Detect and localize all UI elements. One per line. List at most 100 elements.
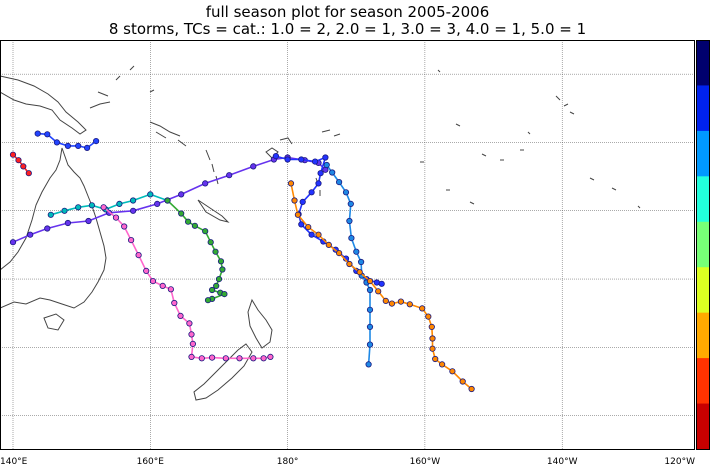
storm-track-point bbox=[207, 239, 214, 246]
storm-track-point bbox=[335, 179, 343, 186]
storm-track-line bbox=[275, 155, 382, 285]
storm-track-point bbox=[84, 144, 91, 151]
storm-track-point bbox=[61, 207, 68, 214]
storm-track-point bbox=[171, 299, 178, 307]
storm-track-point bbox=[308, 231, 315, 238]
storm-track-point bbox=[178, 210, 185, 217]
storm-track-point bbox=[202, 180, 209, 187]
storm-track-point bbox=[428, 323, 435, 330]
x-tick-label: 160°W bbox=[410, 457, 441, 467]
colorbar-segment bbox=[696, 40, 710, 86]
storm-track-point bbox=[159, 282, 166, 289]
storm-track-point bbox=[298, 156, 305, 163]
storm-track-point bbox=[406, 301, 413, 308]
colorbar-segment bbox=[696, 221, 710, 268]
storm-track-point bbox=[375, 288, 382, 295]
gridlines bbox=[0, 40, 695, 450]
storm-track-point bbox=[272, 153, 279, 160]
storm-track-point bbox=[15, 157, 22, 164]
storm-track-point bbox=[347, 200, 354, 207]
storm-track-point bbox=[315, 231, 322, 238]
storm-track-point bbox=[329, 169, 336, 176]
storm-track-point bbox=[202, 228, 209, 235]
storm-track-point bbox=[212, 248, 219, 255]
storm-track-point bbox=[185, 218, 192, 225]
storm-track-point bbox=[366, 341, 374, 348]
colorbar-segment bbox=[696, 358, 710, 405]
storm-track-point bbox=[116, 200, 123, 207]
storm-track-point bbox=[459, 378, 466, 385]
storm-track-point bbox=[294, 211, 301, 218]
storm-track-point bbox=[154, 200, 161, 207]
colorbar-segment bbox=[696, 312, 710, 359]
storm-track-point bbox=[177, 312, 184, 319]
storm-track-point bbox=[75, 142, 82, 149]
storm-track-point bbox=[250, 355, 257, 362]
new-guinea-coastline bbox=[0, 75, 87, 135]
storm-track-point bbox=[128, 237, 135, 244]
storm-track-point bbox=[130, 207, 137, 214]
storm-track-point bbox=[308, 189, 315, 196]
storm-track-point bbox=[9, 151, 17, 158]
storm-track-point bbox=[397, 298, 404, 305]
storm-track-point bbox=[267, 353, 274, 360]
new-caledonia-coastline bbox=[197, 199, 230, 223]
solomon-islands bbox=[89, 91, 187, 147]
storm-track-point bbox=[189, 340, 196, 347]
storm-track-point bbox=[287, 180, 295, 187]
storm-track-point bbox=[93, 138, 100, 145]
storm-track-point bbox=[217, 258, 225, 265]
storm-track-point bbox=[323, 161, 330, 169]
storm-track-point bbox=[25, 170, 32, 177]
storm-track-point bbox=[260, 355, 267, 362]
colorbar-segment bbox=[696, 130, 710, 177]
storm-track-point bbox=[419, 305, 426, 312]
storm-tracks bbox=[9, 130, 475, 393]
storm-track-point bbox=[335, 250, 343, 257]
new-zealand-north-island bbox=[247, 298, 273, 349]
storm-track-point bbox=[88, 202, 96, 209]
storm-track-point bbox=[353, 248, 360, 255]
storm-track-point bbox=[250, 163, 257, 170]
storm-track-point bbox=[284, 156, 291, 163]
storm-track-line bbox=[326, 164, 371, 365]
storm-track-point bbox=[186, 320, 193, 327]
coastlines bbox=[0, 65, 641, 401]
colorbar-segment bbox=[696, 403, 710, 450]
new-zealand-south-island bbox=[193, 343, 253, 401]
storm-track-point bbox=[221, 290, 228, 298]
tasmania-coastline bbox=[43, 313, 65, 331]
storm-track-point bbox=[366, 323, 374, 330]
storm-track-point bbox=[357, 258, 365, 266]
fiji-islands bbox=[265, 137, 293, 159]
chart-title: full season plot for season 2005-2006 bbox=[205, 3, 490, 21]
storm-track-point bbox=[366, 286, 374, 294]
storm-track-point bbox=[204, 297, 212, 304]
storm-track-point bbox=[147, 191, 154, 198]
colorbar-segment bbox=[696, 176, 710, 223]
storm-track-point bbox=[188, 331, 195, 338]
storm-track-point bbox=[325, 241, 332, 248]
storm-track-point bbox=[149, 277, 157, 285]
storm-track-point bbox=[85, 217, 92, 225]
samoa-islands bbox=[321, 129, 341, 137]
plot-frame bbox=[0, 40, 695, 450]
storm-track-point bbox=[236, 355, 243, 362]
storm-track-point bbox=[429, 335, 436, 342]
x-tick-label: 140°E bbox=[0, 457, 28, 467]
storm-track-point bbox=[226, 172, 233, 179]
storm-track-line bbox=[103, 206, 271, 360]
storm-track-point bbox=[348, 235, 355, 242]
storm-track-point bbox=[188, 353, 195, 360]
storm-track-point bbox=[432, 355, 439, 363]
category-colorbar bbox=[696, 40, 710, 450]
colorbar-segment bbox=[696, 267, 710, 314]
storm-track-point bbox=[198, 355, 205, 362]
storm-track-point bbox=[468, 385, 475, 393]
storm-track-point bbox=[47, 211, 54, 218]
storm-track-point bbox=[112, 214, 120, 221]
storm-track-point bbox=[356, 269, 363, 276]
storm-track-point bbox=[438, 361, 446, 368]
storm-track-point bbox=[365, 361, 372, 368]
storm-track-point bbox=[53, 139, 61, 146]
